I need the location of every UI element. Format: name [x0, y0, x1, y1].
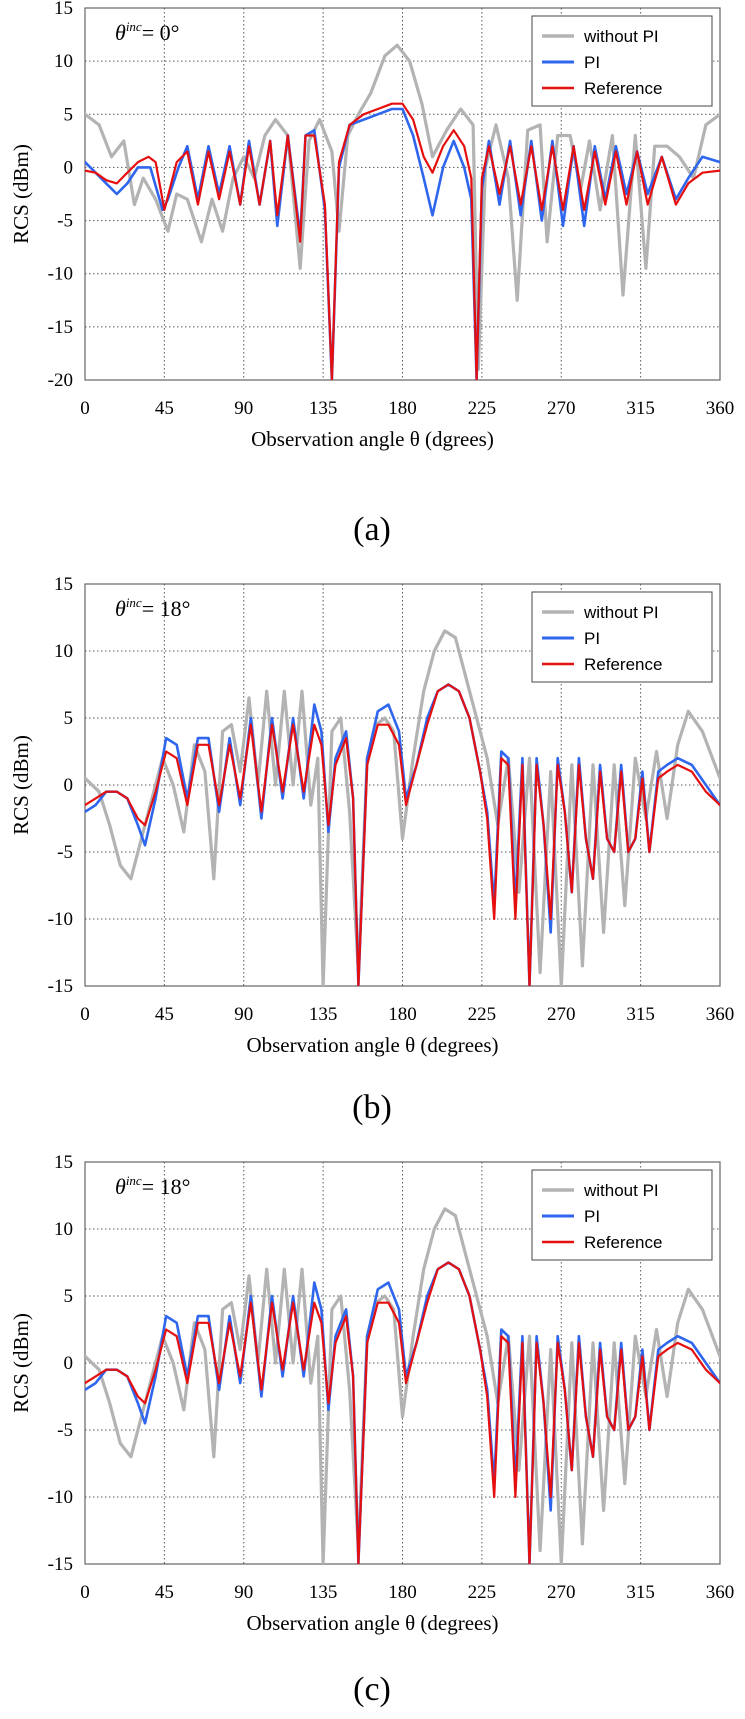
series-line-without-pi — [85, 629, 720, 986]
x-tick-label: 180 — [388, 1582, 417, 1603]
series-line-reference — [85, 102, 720, 380]
y-tick-label: -5 — [57, 211, 73, 232]
x-tick-label: 45 — [155, 398, 174, 419]
series-line-reference — [85, 1261, 720, 1564]
incidence-angle-annotation: θinc= 18° — [115, 595, 190, 621]
legend-label: without PI — [583, 603, 659, 622]
angle-value: = 18° — [142, 596, 191, 621]
y-tick-label: 5 — [64, 104, 74, 125]
x-tick-label: 270 — [547, 1004, 576, 1025]
x-tick-label: 225 — [468, 1004, 497, 1025]
y-axis-label: RCS (dBm) — [9, 144, 33, 244]
chart-panel-2: 0 45 90 135 180 225 270 315 360 15 10 5 0 -5 -10 -15 wit… — [9, 574, 734, 1126]
legend-label: Reference — [584, 1233, 662, 1252]
incidence-angle-annotation: θinc= 0° — [115, 19, 179, 45]
legend-label: without PI — [583, 1181, 659, 1200]
x-tick-label: 0 — [80, 398, 90, 419]
y-tick-label: 5 — [64, 1286, 74, 1307]
x-tick-label: 270 — [547, 398, 576, 419]
incidence-angle-annotation: θinc= 18° — [115, 1173, 190, 1199]
y-tick-label: -5 — [57, 1420, 73, 1441]
legend-label: PI — [584, 53, 600, 72]
y-tick-label: 15 — [54, 574, 73, 595]
y-tick-label: 10 — [54, 641, 73, 662]
y-tick-label: 5 — [64, 708, 74, 729]
x-tick-label: 360 — [706, 1582, 735, 1603]
legend-label: Reference — [584, 655, 662, 674]
chart-panel-1: 0 45 90 135 180 225 270 315 360 15 10 5 0 -5 -10 -15 -20… — [9, 0, 734, 548]
x-tick-label: 0 — [80, 1004, 90, 1025]
x-tick-label: 270 — [547, 1582, 576, 1603]
x-axis-label: Observation angle θ (degrees) — [246, 1033, 498, 1057]
theta-symbol: θ — [115, 1174, 126, 1199]
y-tick-label: 0 — [64, 157, 74, 178]
x-tick-label: 180 — [388, 398, 417, 419]
x-tick-label: 180 — [388, 1004, 417, 1025]
legend-label: PI — [584, 629, 600, 648]
superscript-inc: inc — [126, 19, 142, 34]
x-tick-label: 45 — [155, 1582, 174, 1603]
y-tick-label: 15 — [54, 0, 73, 19]
y-tick-label: -10 — [48, 264, 73, 285]
y-axis-label: RCS (dBm) — [9, 1313, 33, 1413]
y-tick-label: -15 — [48, 1554, 73, 1575]
x-tick-label: 135 — [309, 1582, 338, 1603]
angle-value: = 0° — [142, 20, 180, 45]
superscript-inc: inc — [126, 1173, 142, 1188]
x-tick-label: 225 — [468, 1582, 497, 1603]
panel-caption: (b) — [352, 1089, 392, 1126]
panel-caption: (a) — [353, 511, 391, 548]
y-tick-label: -5 — [57, 842, 73, 863]
x-tick-label: 315 — [626, 1004, 655, 1025]
y-tick-label: 15 — [54, 1152, 73, 1173]
x-tick-label: 360 — [706, 1004, 735, 1025]
y-tick-label: 10 — [54, 1219, 73, 1240]
panel-caption: (c) — [353, 1671, 391, 1708]
y-tick-label: 0 — [64, 775, 74, 796]
legend-label: Reference — [584, 79, 662, 98]
x-tick-label: 90 — [234, 1004, 253, 1025]
x-tick-label: 135 — [309, 1004, 338, 1025]
series-line-without-pi — [85, 1207, 720, 1564]
theta-symbol: θ — [115, 20, 126, 45]
y-tick-label: 10 — [54, 51, 73, 72]
y-tick-label: -10 — [48, 909, 73, 930]
x-axis-label: Observation angle θ (degrees) — [246, 1611, 498, 1635]
angle-value: = 18° — [142, 1174, 191, 1199]
x-tick-label: 315 — [626, 1582, 655, 1603]
superscript-inc: inc — [126, 595, 142, 610]
x-tick-label: 225 — [468, 398, 497, 419]
y-tick-label: 0 — [64, 1353, 74, 1374]
legend-label: PI — [584, 1207, 600, 1226]
x-tick-label: 0 — [80, 1582, 90, 1603]
theta-symbol: θ — [115, 596, 126, 621]
series-line-without-pi — [85, 43, 720, 371]
x-tick-label: 90 — [234, 1582, 253, 1603]
x-tick-label: 90 — [234, 398, 253, 419]
chart-panel-3: 0 45 90 135 180 225 270 315 360 15 10 5 0 -5 -10 -15 wit… — [9, 1152, 734, 1708]
series-line-reference — [85, 683, 720, 986]
y-tick-label: -20 — [48, 370, 73, 391]
x-tick-label: 135 — [309, 398, 338, 419]
y-axis-label: RCS (dBm) — [9, 735, 33, 835]
y-tick-label: -15 — [48, 317, 73, 338]
x-tick-label: 315 — [626, 398, 655, 419]
x-tick-label: 360 — [706, 398, 735, 419]
legend-label: without PI — [583, 27, 659, 46]
x-axis-label: Observation angle θ (dgrees) — [251, 427, 494, 451]
y-tick-label: -10 — [48, 1487, 73, 1508]
y-tick-label: -15 — [48, 976, 73, 997]
x-tick-label: 45 — [155, 1004, 174, 1025]
